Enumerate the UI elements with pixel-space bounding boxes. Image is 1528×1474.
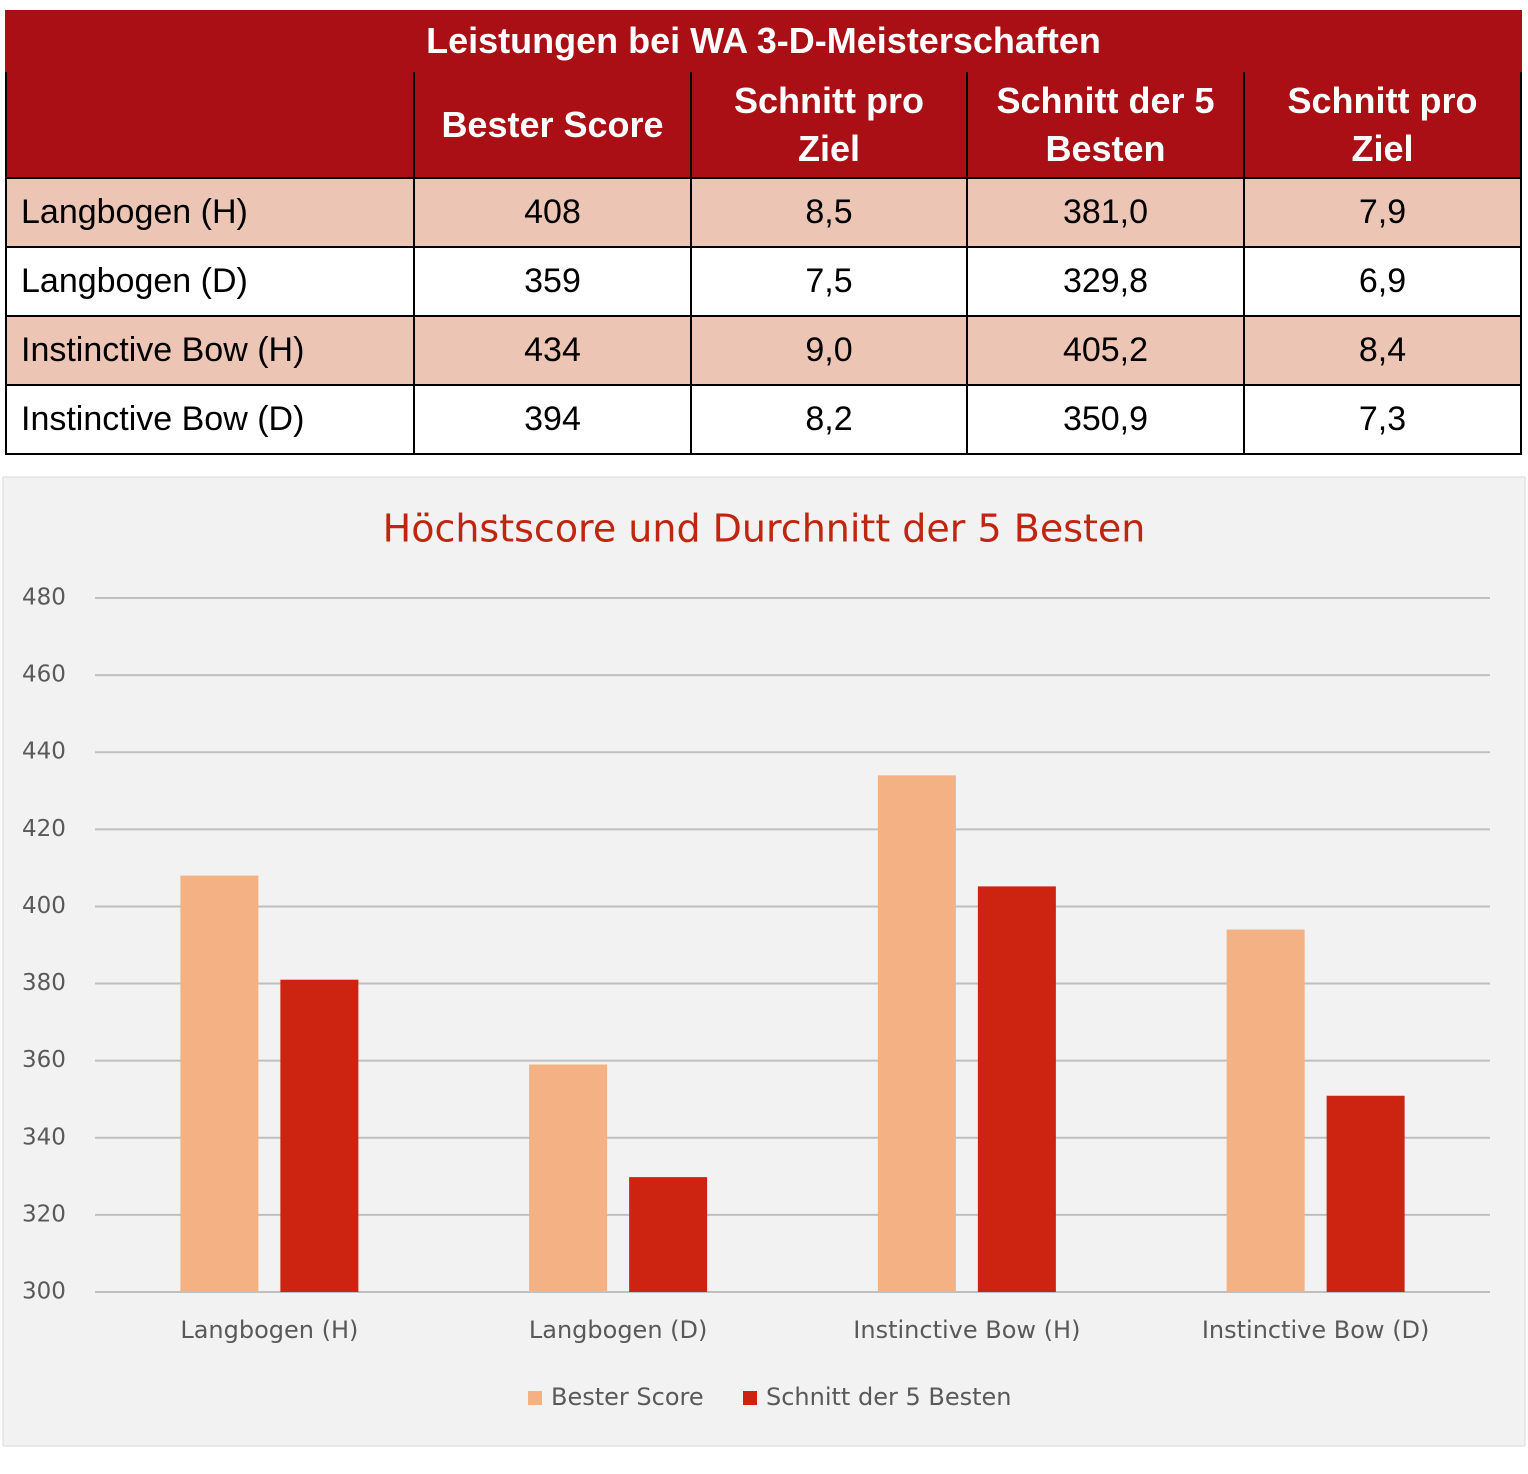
legend-swatch xyxy=(743,1391,757,1405)
value-cell: 350,9 xyxy=(966,384,1245,455)
value-cell: 8,4 xyxy=(1242,315,1523,386)
y-tick-label: 460 xyxy=(22,662,66,688)
y-tick-label: 480 xyxy=(22,585,66,611)
legend-label: Bester Score xyxy=(551,1383,704,1411)
row-label: Instinctive Bow (H) xyxy=(5,315,415,386)
bar xyxy=(977,886,1056,1292)
data-table: Leistungen bei WA 3-D-Meisterschaften Be… xyxy=(4,10,1523,455)
row-label: Langbogen (H) xyxy=(5,177,415,248)
header-cell: Bester Score xyxy=(413,70,692,179)
chart-title: Höchstscore und Durchnitt der 5 Besten xyxy=(383,507,1146,551)
bar xyxy=(529,1064,608,1292)
value-cell: 7,9 xyxy=(1242,177,1523,248)
value-cell: 9,0 xyxy=(690,315,968,386)
bar xyxy=(1326,1095,1405,1292)
bar xyxy=(180,875,259,1292)
x-tick-label: Instinctive Bow (D) xyxy=(1202,1316,1430,1344)
y-tick-label: 420 xyxy=(22,816,66,842)
bar xyxy=(1226,929,1305,1292)
header-cell: Schnitt pro Ziel xyxy=(1242,70,1523,179)
legend-label: Schnitt der 5 Besten xyxy=(766,1383,1011,1411)
x-tick-label: Instinctive Bow (H) xyxy=(853,1316,1080,1344)
bar xyxy=(280,979,359,1292)
y-tick-label: 320 xyxy=(22,1201,66,1227)
table-row: Instinctive Bow (H) 434 9,0 405,2 8,4 xyxy=(5,315,1523,386)
table-title: Leistungen bei WA 3-D-Meisterschaften xyxy=(4,10,1523,72)
table-row: Langbogen (H) 408 8,5 381,0 7,9 xyxy=(5,177,1523,248)
value-cell: 7,5 xyxy=(690,246,968,317)
y-tick-label: 340 xyxy=(22,1124,66,1150)
header-row: Bester Score Schnitt pro Ziel Schnitt der … xyxy=(5,70,1523,179)
value-cell: 8,5 xyxy=(690,177,968,248)
value-cell: 6,9 xyxy=(1242,246,1523,317)
header-cell xyxy=(5,70,415,179)
y-tick-label: 380 xyxy=(22,970,66,996)
value-cell: 394 xyxy=(413,384,692,455)
y-tick-label: 360 xyxy=(22,1047,66,1073)
y-tick-label: 440 xyxy=(22,739,66,765)
row-label: Instinctive Bow (D) xyxy=(5,384,415,455)
value-cell: 359 xyxy=(413,246,692,317)
x-tick-label: Langbogen (H) xyxy=(180,1316,358,1344)
table-row: Langbogen (D) 359 7,5 329,8 6,9 xyxy=(5,246,1523,317)
y-tick-label: 400 xyxy=(22,893,66,919)
row-label: Langbogen (D) xyxy=(5,246,415,317)
value-cell: 8,2 xyxy=(690,384,968,455)
y-tick-label: 300 xyxy=(22,1279,66,1305)
table-row: Instinctive Bow (D) 394 8,2 350,9 7,3 xyxy=(5,384,1523,455)
value-cell: 329,8 xyxy=(966,246,1245,317)
value-cell: 408 xyxy=(413,177,692,248)
legend-swatch xyxy=(528,1391,542,1405)
bar xyxy=(629,1177,708,1292)
header-cell: Schnitt der 5 Besten xyxy=(966,70,1245,179)
bar xyxy=(877,775,956,1292)
x-tick-label: Langbogen (D) xyxy=(529,1316,708,1344)
header-cell: Schnitt pro Ziel xyxy=(690,70,968,179)
value-cell: 7,3 xyxy=(1242,384,1523,455)
value-cell: 434 xyxy=(413,315,692,386)
value-cell: 405,2 xyxy=(966,315,1245,386)
title-row: Leistungen bei WA 3-D-Meisterschaften xyxy=(4,10,1523,72)
value-cell: 381,0 xyxy=(966,177,1245,248)
